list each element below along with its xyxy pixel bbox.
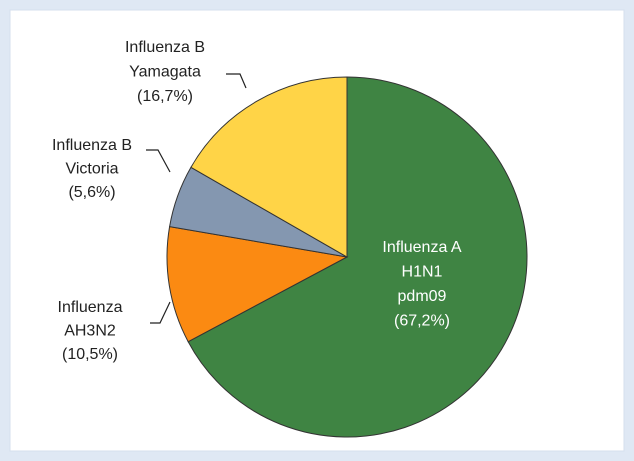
slice-label: Victoria (65, 161, 118, 178)
slice-label: H1N1 (402, 264, 443, 281)
slice-label: Influenza B (125, 39, 205, 56)
slice-label: Influenza (58, 299, 123, 316)
leader-line (150, 301, 171, 324)
leader-line (226, 73, 247, 89)
value-label: (67,2%) (394, 313, 450, 330)
pie-slice (187, 76, 528, 438)
pie-slice (190, 76, 348, 258)
slice-label: Influenza A (382, 239, 462, 256)
slice-label: pdm09 (398, 288, 447, 305)
slice-label: Influenza B (52, 137, 132, 154)
value-label: (16,7%) (137, 88, 193, 105)
slice-label: Yamagata (129, 64, 201, 81)
slice-label: AH3N2 (64, 323, 116, 340)
leader-line (146, 149, 171, 173)
value-label: (5,6%) (68, 184, 115, 201)
pie-slice (166, 226, 349, 343)
value-label: (10,5%) (62, 346, 118, 363)
